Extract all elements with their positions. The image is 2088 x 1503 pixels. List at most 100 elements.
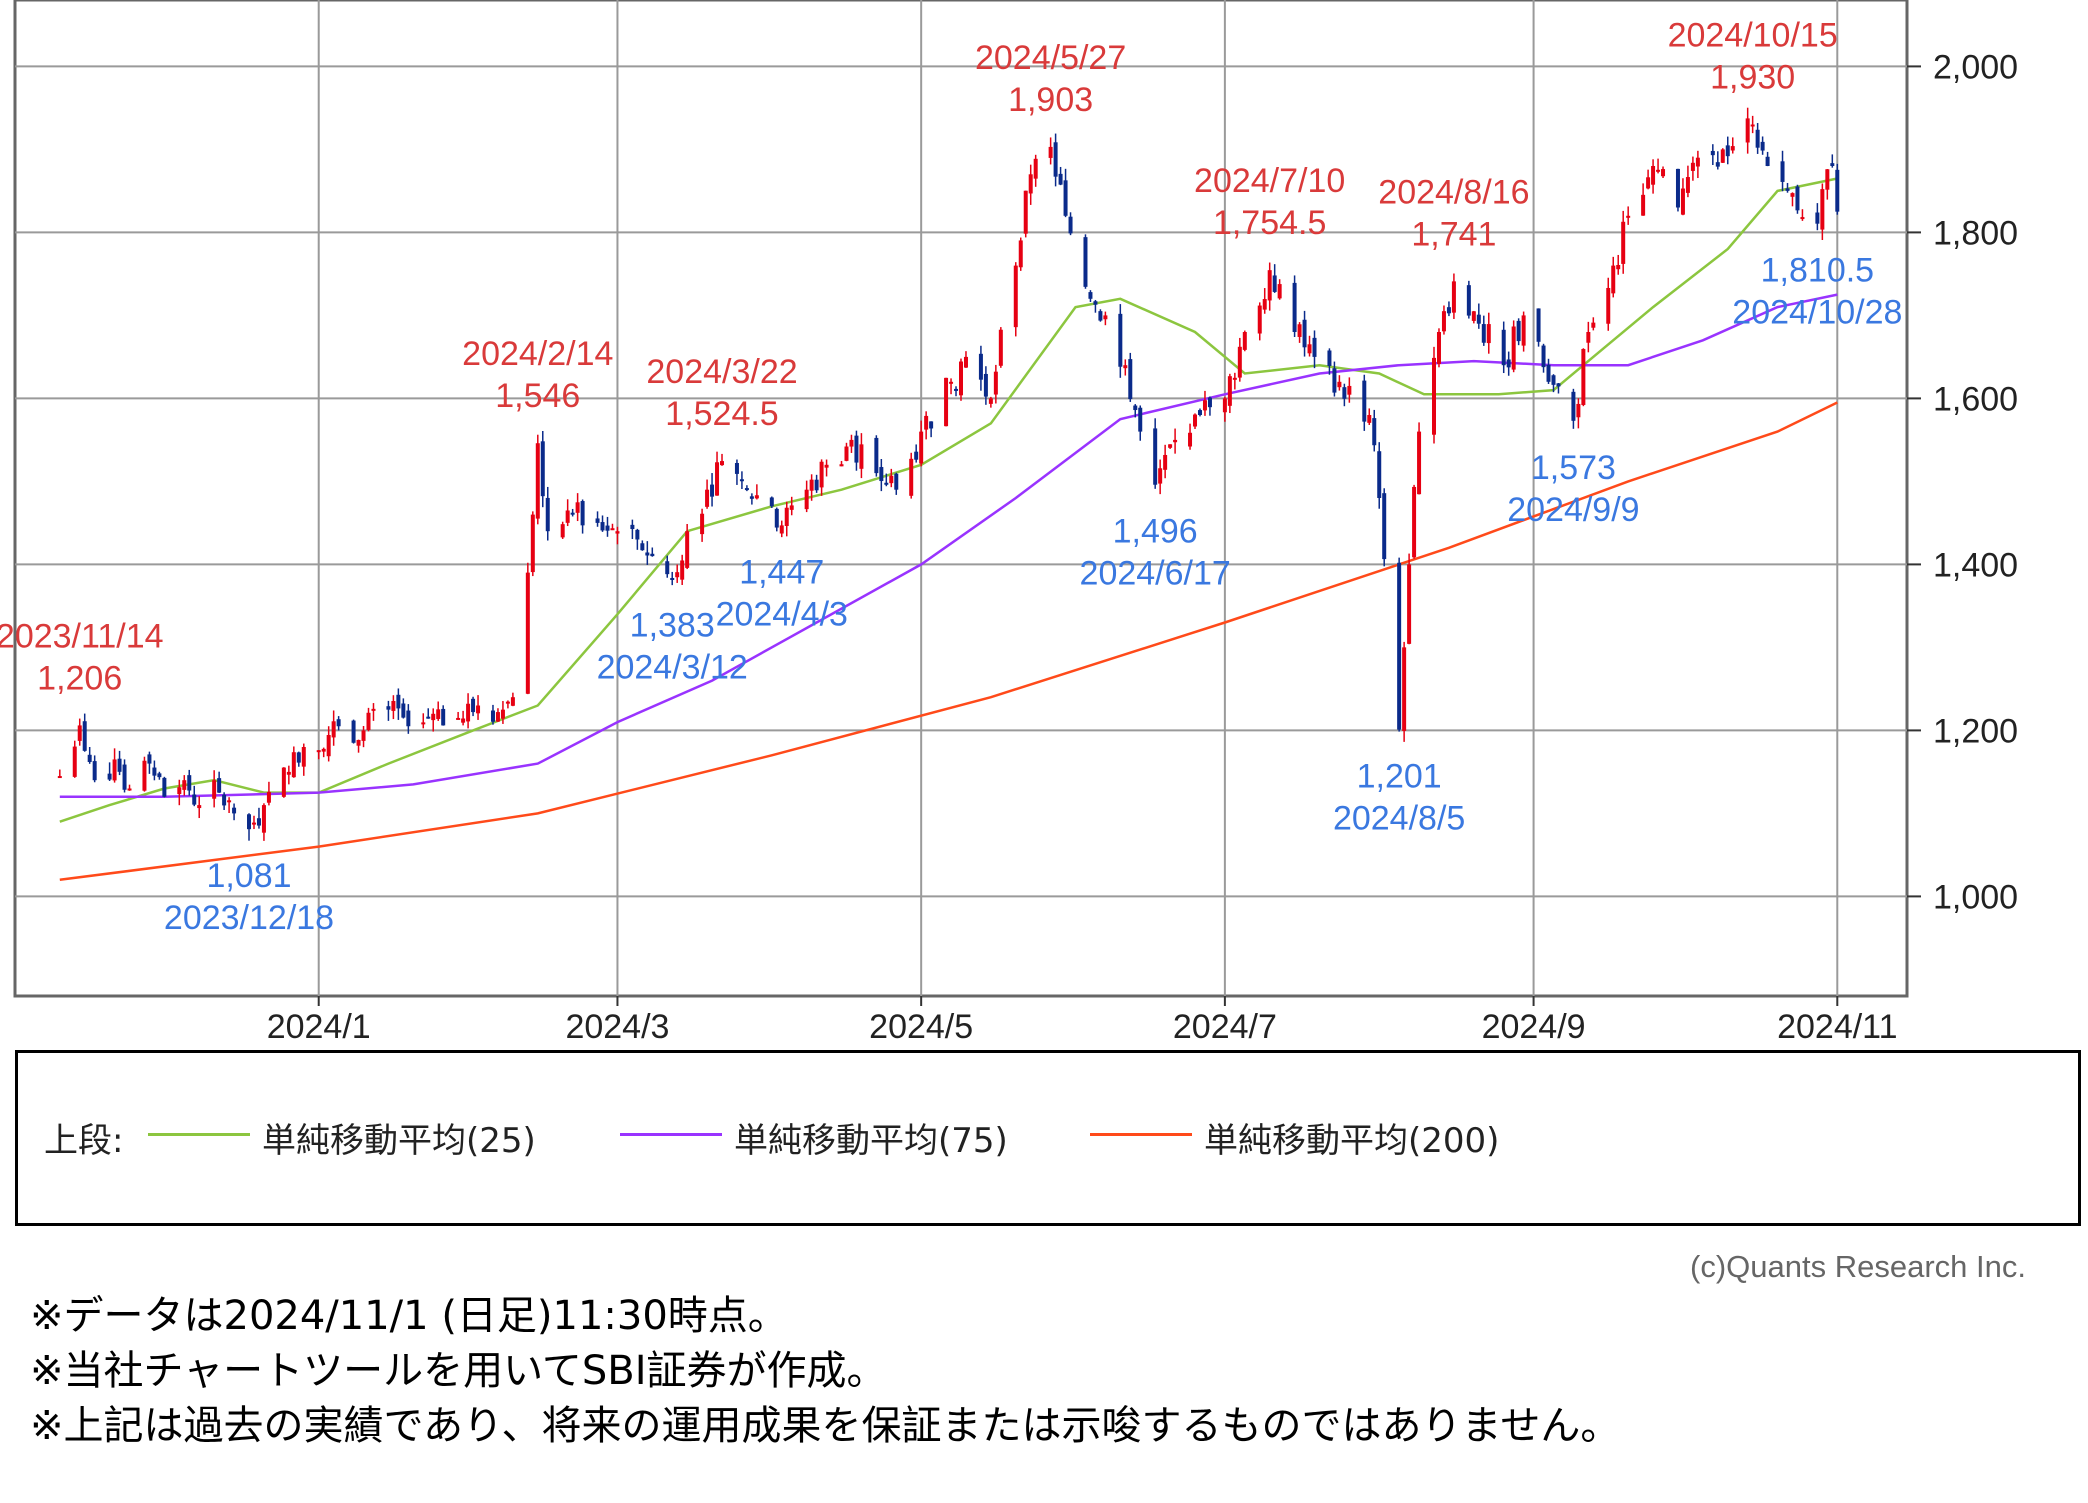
candle-body [1591, 322, 1596, 328]
candle-body [1675, 168, 1680, 208]
legend-swatch-ma25 [148, 1133, 250, 1136]
candle-body [650, 553, 655, 557]
legend-label-ma25: 単純移動平均(25) [262, 1121, 536, 1161]
annotation-low-line2-9: 2024/8/5 [1333, 800, 1465, 838]
candle-body [232, 807, 237, 814]
candle-body [1153, 428, 1158, 485]
candle-body [849, 439, 854, 447]
candle-body [1436, 332, 1441, 364]
candle-body [560, 524, 565, 538]
candle-body [1093, 301, 1098, 305]
candle-body [261, 805, 266, 833]
annotation-low-line2-7: 2024/6/17 [1080, 555, 1231, 593]
candle-body [575, 502, 580, 513]
candle-body [1377, 451, 1382, 498]
candle-body [1516, 320, 1521, 342]
candle-body [959, 361, 963, 396]
y-tick-label-1: 1,200 [1933, 712, 2018, 750]
candle-body [983, 373, 988, 397]
candle-body [426, 716, 431, 719]
annotation-high-line1-10: 2024/8/16 [1378, 173, 1529, 211]
candle-body [1476, 314, 1481, 324]
candle-body [705, 489, 710, 507]
plot-area [13, 0, 1909, 998]
moving-average-lines [59, 177, 1838, 882]
candle-body [879, 467, 884, 482]
candle-body [321, 748, 326, 752]
candle-body [251, 822, 256, 825]
candle-body [1242, 332, 1247, 350]
candle-body [615, 531, 620, 534]
candle-body [854, 435, 859, 463]
x-tick-label-2: 2024/5 [869, 1008, 973, 1040]
candle-body [147, 754, 152, 764]
candle-body [1800, 217, 1805, 220]
candle-body [281, 767, 286, 797]
candle-body [1068, 216, 1073, 234]
candle-body [1158, 468, 1163, 484]
candle-body [1571, 391, 1576, 421]
candle-body [1710, 150, 1715, 156]
legend-swatch-ma75 [620, 1133, 722, 1136]
candle-body [814, 479, 819, 491]
candle-body [77, 725, 82, 741]
candle-body [1695, 157, 1700, 167]
candle-body [640, 543, 645, 551]
candle-body [605, 525, 610, 531]
candle-body [1611, 265, 1616, 294]
candle-body [326, 735, 331, 757]
candle-body [819, 461, 824, 488]
candle-body [391, 700, 396, 711]
candle-body [436, 709, 441, 719]
candle-body [685, 531, 690, 568]
annotation-low-line1-3: 1,383 [630, 607, 715, 645]
candle-body [1481, 324, 1486, 343]
candle-body [909, 458, 914, 496]
y-axis-ticks: 1,000 1,200 1,400 1,600 1,800 2,000 [1907, 48, 2018, 916]
candle-body [1412, 486, 1417, 558]
x-tick-label-3: 2024/7 [1173, 1008, 1277, 1040]
candle-body [1820, 189, 1825, 230]
candle-body [1501, 329, 1506, 366]
candle-body [1680, 188, 1685, 215]
candle-body [944, 377, 949, 427]
candle-body [1312, 337, 1317, 357]
candle-body [1511, 326, 1516, 370]
candle-body [466, 703, 471, 722]
candle-body [301, 747, 306, 767]
candle-body [197, 805, 202, 809]
candle-body [844, 446, 849, 461]
candle-body [565, 510, 570, 523]
candle-body [774, 508, 779, 528]
candle-body [1521, 315, 1526, 346]
candle-body [1790, 193, 1795, 197]
candle-body [1232, 377, 1237, 380]
candle-body [1267, 270, 1272, 301]
candle-body [600, 522, 605, 531]
candle-body [1028, 174, 1033, 194]
candle-body [1616, 264, 1621, 270]
candle-body [1586, 332, 1591, 343]
candle-body [1556, 383, 1561, 387]
candle-body [286, 771, 291, 775]
candle-body [535, 443, 540, 519]
candle-body [331, 721, 336, 738]
grid [15, 0, 1907, 996]
candle-body [1606, 287, 1611, 324]
candle-body [1367, 415, 1372, 423]
candle-body [530, 514, 535, 573]
x-tick-label-1: 2024/3 [565, 1008, 669, 1040]
candle-body [784, 507, 789, 526]
annotation-low-line1-1: 1,081 [206, 857, 291, 895]
candle-body [1466, 285, 1471, 316]
note-2: ※当社チャートツールを用いてSBI証券が作成。 [30, 1348, 887, 1394]
candle-body [1825, 169, 1830, 190]
candle-body [998, 329, 1003, 366]
candle-body [1651, 166, 1656, 185]
annotation-low-line2-3: 2024/3/12 [597, 649, 748, 687]
candle-body [212, 780, 217, 799]
candle-body [1347, 385, 1352, 395]
candle-body [700, 513, 705, 535]
candle-body [734, 462, 739, 474]
annotation-low-line2-1: 2023/12/18 [164, 899, 334, 937]
